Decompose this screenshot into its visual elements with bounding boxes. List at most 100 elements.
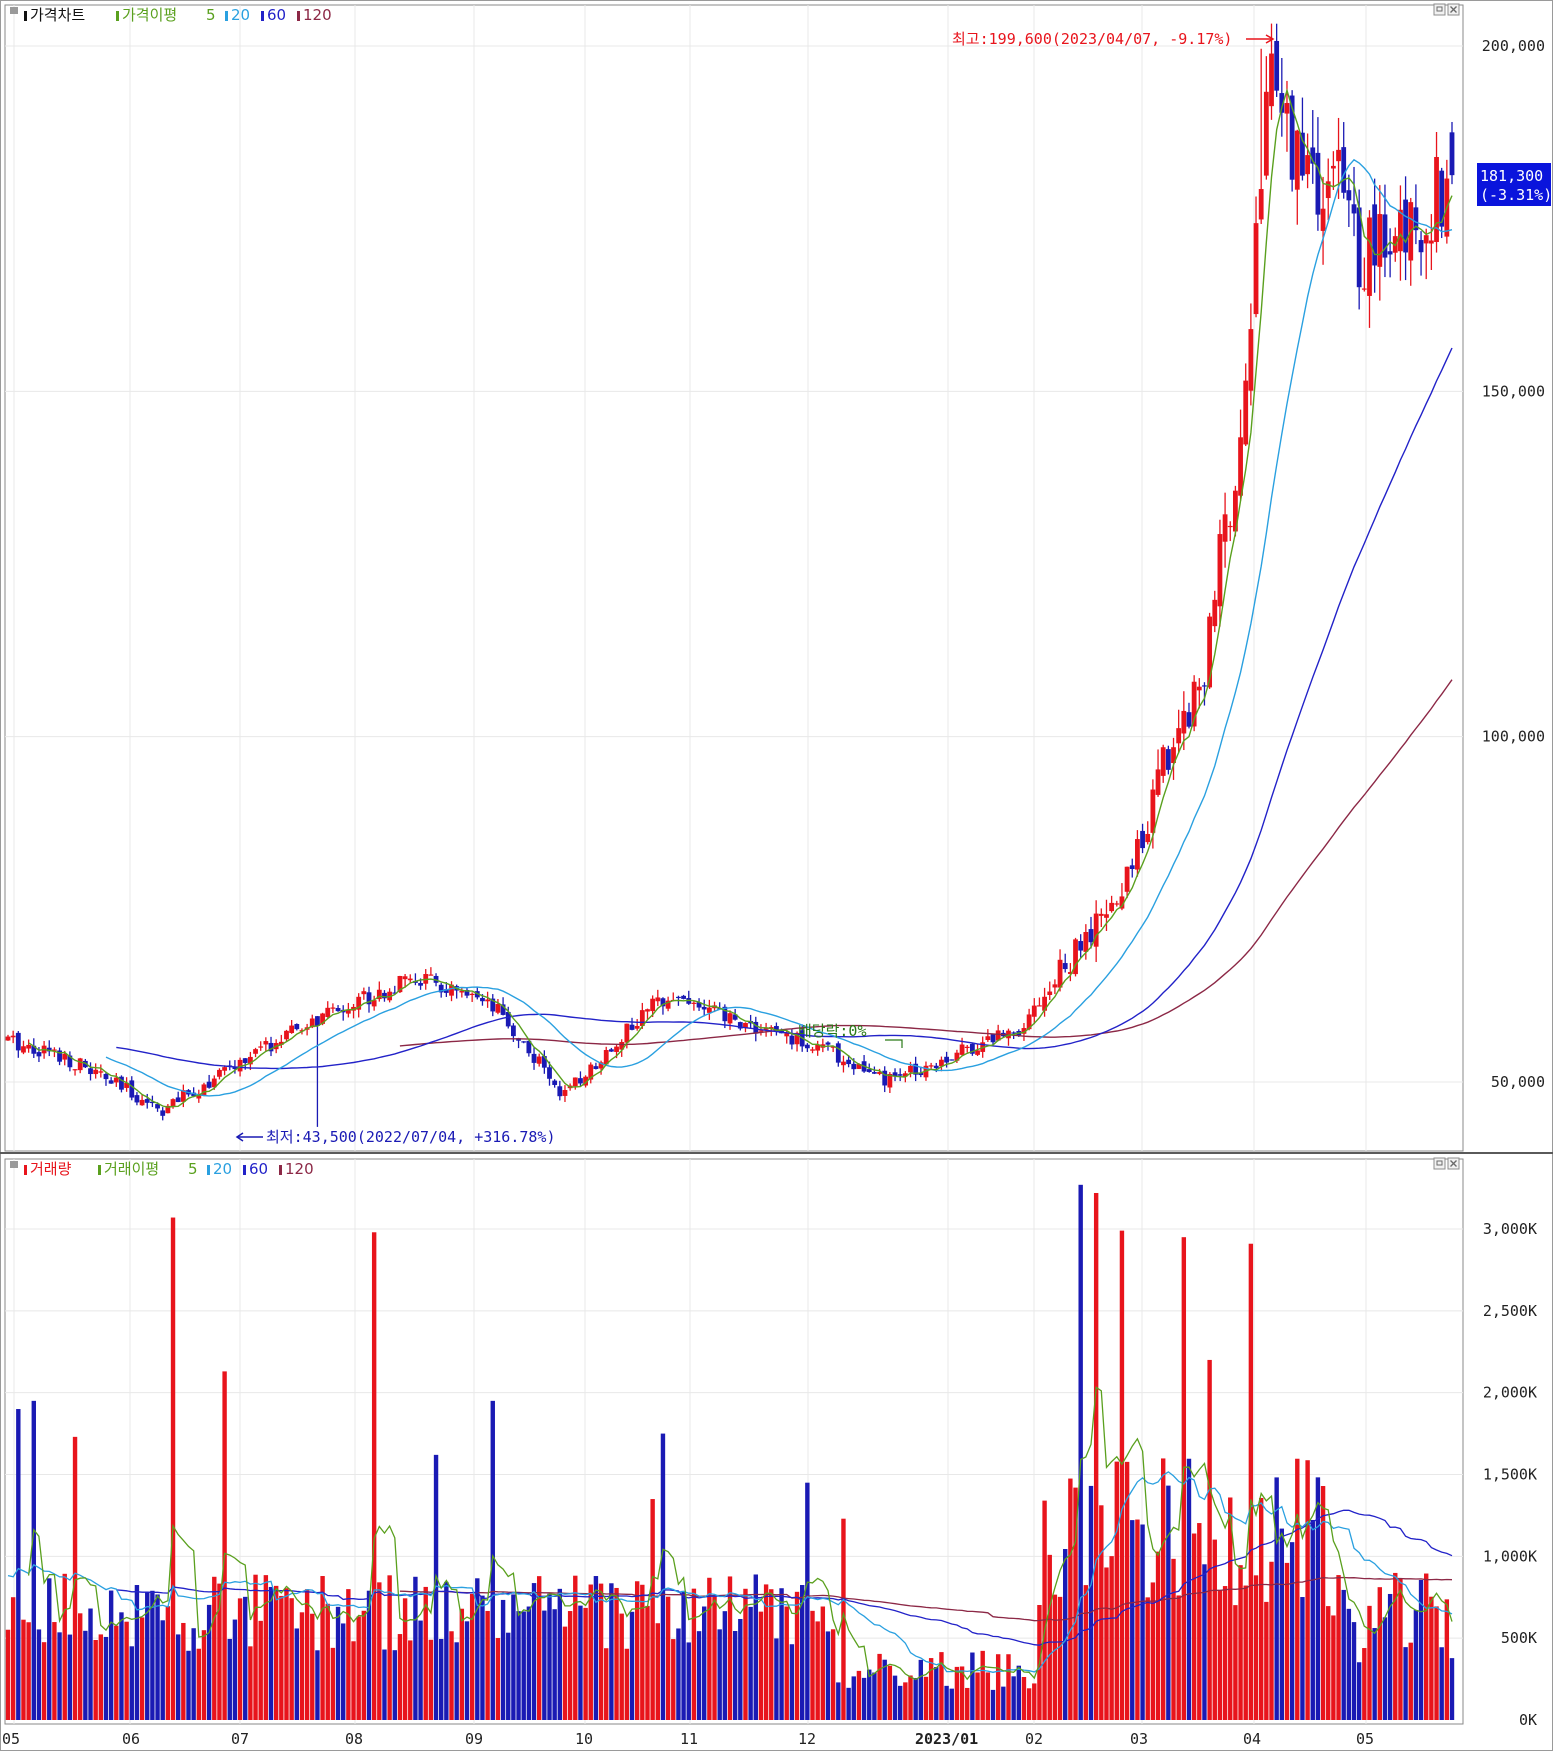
high-annotation-text: 최고:199,600(2023/04/07, -9.17%)	[952, 30, 1232, 48]
volume-bar	[253, 1574, 258, 1720]
volume-bar	[970, 1652, 975, 1720]
volume-bar	[57, 1632, 62, 1720]
candle-body	[62, 1053, 68, 1060]
candle-body	[624, 1023, 630, 1043]
volume-bar	[629, 1611, 635, 1720]
volume-bar	[872, 1672, 877, 1720]
volume-bar	[366, 1590, 372, 1720]
volume-bar	[1310, 1519, 1315, 1720]
volume-bar	[1109, 1556, 1114, 1720]
volume-bar	[1171, 1558, 1176, 1720]
minimize-icon[interactable]	[1433, 3, 1446, 16]
candle-body	[825, 1042, 831, 1045]
candle-body	[1067, 972, 1073, 974]
candle-body	[1227, 525, 1233, 528]
candle-body	[1202, 685, 1207, 687]
legend-marker-ma60	[261, 11, 264, 21]
candle-body	[1346, 190, 1352, 201]
candle-body	[1119, 896, 1125, 909]
price-legend: 가격차트 가격이평 5 20 60 120	[10, 6, 332, 24]
candle-body	[1418, 240, 1424, 253]
candle-body	[1181, 710, 1187, 734]
candle-body	[634, 1025, 640, 1029]
minimize-icon[interactable]	[1433, 1157, 1446, 1170]
volume-bar	[573, 1575, 578, 1720]
volume-ma-120	[399, 1576, 1453, 1622]
volume-bar	[279, 1595, 284, 1720]
candle-body	[1176, 728, 1182, 744]
volume-bar	[1336, 1575, 1341, 1720]
candle-body	[376, 989, 382, 1000]
volume-legend-ma120: 120	[285, 1160, 314, 1178]
candle-body	[696, 1002, 702, 1008]
volume-bar	[846, 1687, 851, 1720]
volume-bar	[696, 1631, 702, 1720]
volume-bar	[387, 1575, 392, 1720]
volume-bar	[243, 1596, 248, 1720]
volume-bar	[201, 1630, 207, 1720]
candle-body	[1387, 251, 1393, 255]
price-candles	[5, 23, 1455, 1127]
candle-body	[77, 1058, 83, 1071]
volume-bar	[1186, 1458, 1192, 1720]
close-icon[interactable]	[1447, 1157, 1460, 1170]
candle-body	[660, 998, 666, 1007]
volume-bar	[578, 1605, 583, 1720]
volume-bar	[248, 1646, 253, 1720]
candle-body	[139, 1099, 145, 1106]
volume-bar	[1124, 1461, 1130, 1720]
candle-body	[1217, 534, 1223, 607]
candle-body	[392, 992, 398, 994]
candle-body	[1356, 207, 1362, 288]
candle-body	[1186, 712, 1192, 727]
volume-bar	[567, 1611, 573, 1720]
volume-legend: 거래량 거래이평 5 20 60 120	[10, 1160, 314, 1178]
volume-bar	[851, 1676, 856, 1720]
volume-bar	[124, 1621, 129, 1720]
dividend-annotation: 배당락:0%	[798, 1022, 903, 1048]
volume-bar	[413, 1576, 418, 1720]
price-ma-5	[28, 87, 1453, 1108]
volume-bar	[1377, 1587, 1382, 1720]
volume-bar	[614, 1587, 619, 1720]
volume-bar	[1444, 1599, 1450, 1720]
volume-bar	[500, 1599, 506, 1720]
candle-body	[1098, 913, 1104, 916]
candle-body	[1428, 240, 1434, 244]
volume-bar	[310, 1613, 315, 1720]
volume-bar	[31, 1400, 36, 1720]
volume-bar	[155, 1594, 160, 1720]
volume-bar	[175, 1634, 181, 1720]
volume-bar	[1393, 1572, 1398, 1720]
volume-bar	[511, 1594, 516, 1720]
candle-body	[737, 1022, 743, 1029]
candle-body	[247, 1056, 253, 1065]
candle-body	[1196, 686, 1202, 691]
volume-bar	[1264, 1601, 1269, 1720]
close-icon[interactable]	[1447, 3, 1460, 16]
volume-bar	[93, 1640, 98, 1720]
volume-bar	[377, 1582, 382, 1720]
candle-body	[1300, 132, 1305, 176]
candle-body	[1310, 147, 1316, 164]
candle-body	[407, 978, 413, 981]
volume-ma-60	[116, 1509, 1453, 1646]
candle-body	[1078, 941, 1084, 951]
candle-body	[830, 1046, 836, 1048]
volume-bar	[1176, 1595, 1181, 1720]
volume-bar	[1346, 1608, 1352, 1720]
candle-body	[1403, 199, 1408, 253]
candle-body	[944, 1056, 949, 1063]
price-legend-ma120: 120	[303, 6, 332, 24]
volume-y-tick-label: 3,000K	[1483, 1220, 1537, 1238]
x-tick-label: 05	[2, 1730, 20, 1748]
candle-body	[1315, 152, 1321, 215]
volume-bar	[1274, 1477, 1279, 1720]
candle-body	[98, 1071, 104, 1073]
volume-bar	[1150, 1582, 1156, 1720]
volume-bar	[464, 1621, 470, 1720]
volume-bar	[634, 1581, 640, 1720]
volume-bar	[1217, 1589, 1223, 1720]
volume-bar	[660, 1433, 666, 1720]
